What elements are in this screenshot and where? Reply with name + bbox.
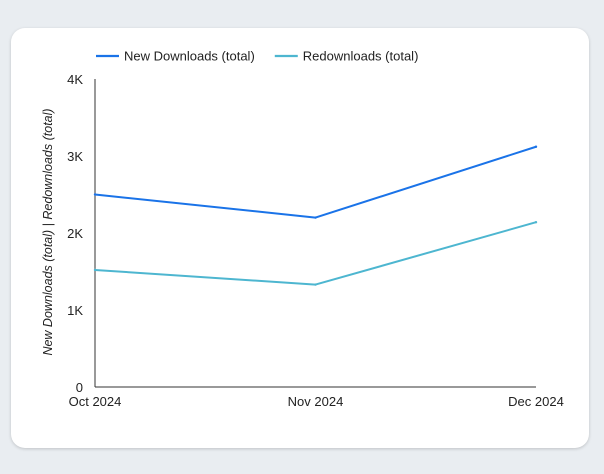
legend-label: New Downloads (total) xyxy=(124,49,255,64)
y-tick-label: 2K xyxy=(67,226,83,241)
legend: New Downloads (total) Redownloads (total) xyxy=(96,49,418,64)
y-ticks: 0 1K 2K 3K 4K xyxy=(67,72,83,395)
y-axis-title-group: New Downloads (total) | Redownloads (tot… xyxy=(41,108,55,355)
series-lines xyxy=(93,145,538,286)
x-tick-label: Dec 2024 xyxy=(508,394,564,409)
y-tick-label: 4K xyxy=(67,72,83,87)
y-tick-label: 0 xyxy=(76,380,83,395)
legend-item-0[interactable]: New Downloads (total) xyxy=(96,49,255,64)
data-point xyxy=(314,283,317,286)
y-axis-title: New Downloads (total) | Redownloads (tot… xyxy=(41,108,55,355)
data-point xyxy=(314,216,317,219)
axes xyxy=(94,79,536,388)
series-line-0 xyxy=(94,145,537,219)
x-tick-label: Oct 2024 xyxy=(69,394,122,409)
y-tick-label: 3K xyxy=(67,149,83,164)
data-point xyxy=(534,221,538,224)
data-point xyxy=(534,145,538,148)
legend-item-1[interactable]: Redownloads (total) xyxy=(274,49,419,64)
x-ticks: Oct 2024 Nov 2024 Dec 2024 xyxy=(69,394,564,409)
chart-card xyxy=(11,28,589,448)
legend-label: Redownloads (total) xyxy=(303,49,419,64)
data-point xyxy=(93,193,97,196)
y-tick-label: 1K xyxy=(67,303,83,318)
data-point xyxy=(93,268,97,272)
series-line-1 xyxy=(94,221,537,286)
x-tick-label: Nov 2024 xyxy=(288,394,344,409)
